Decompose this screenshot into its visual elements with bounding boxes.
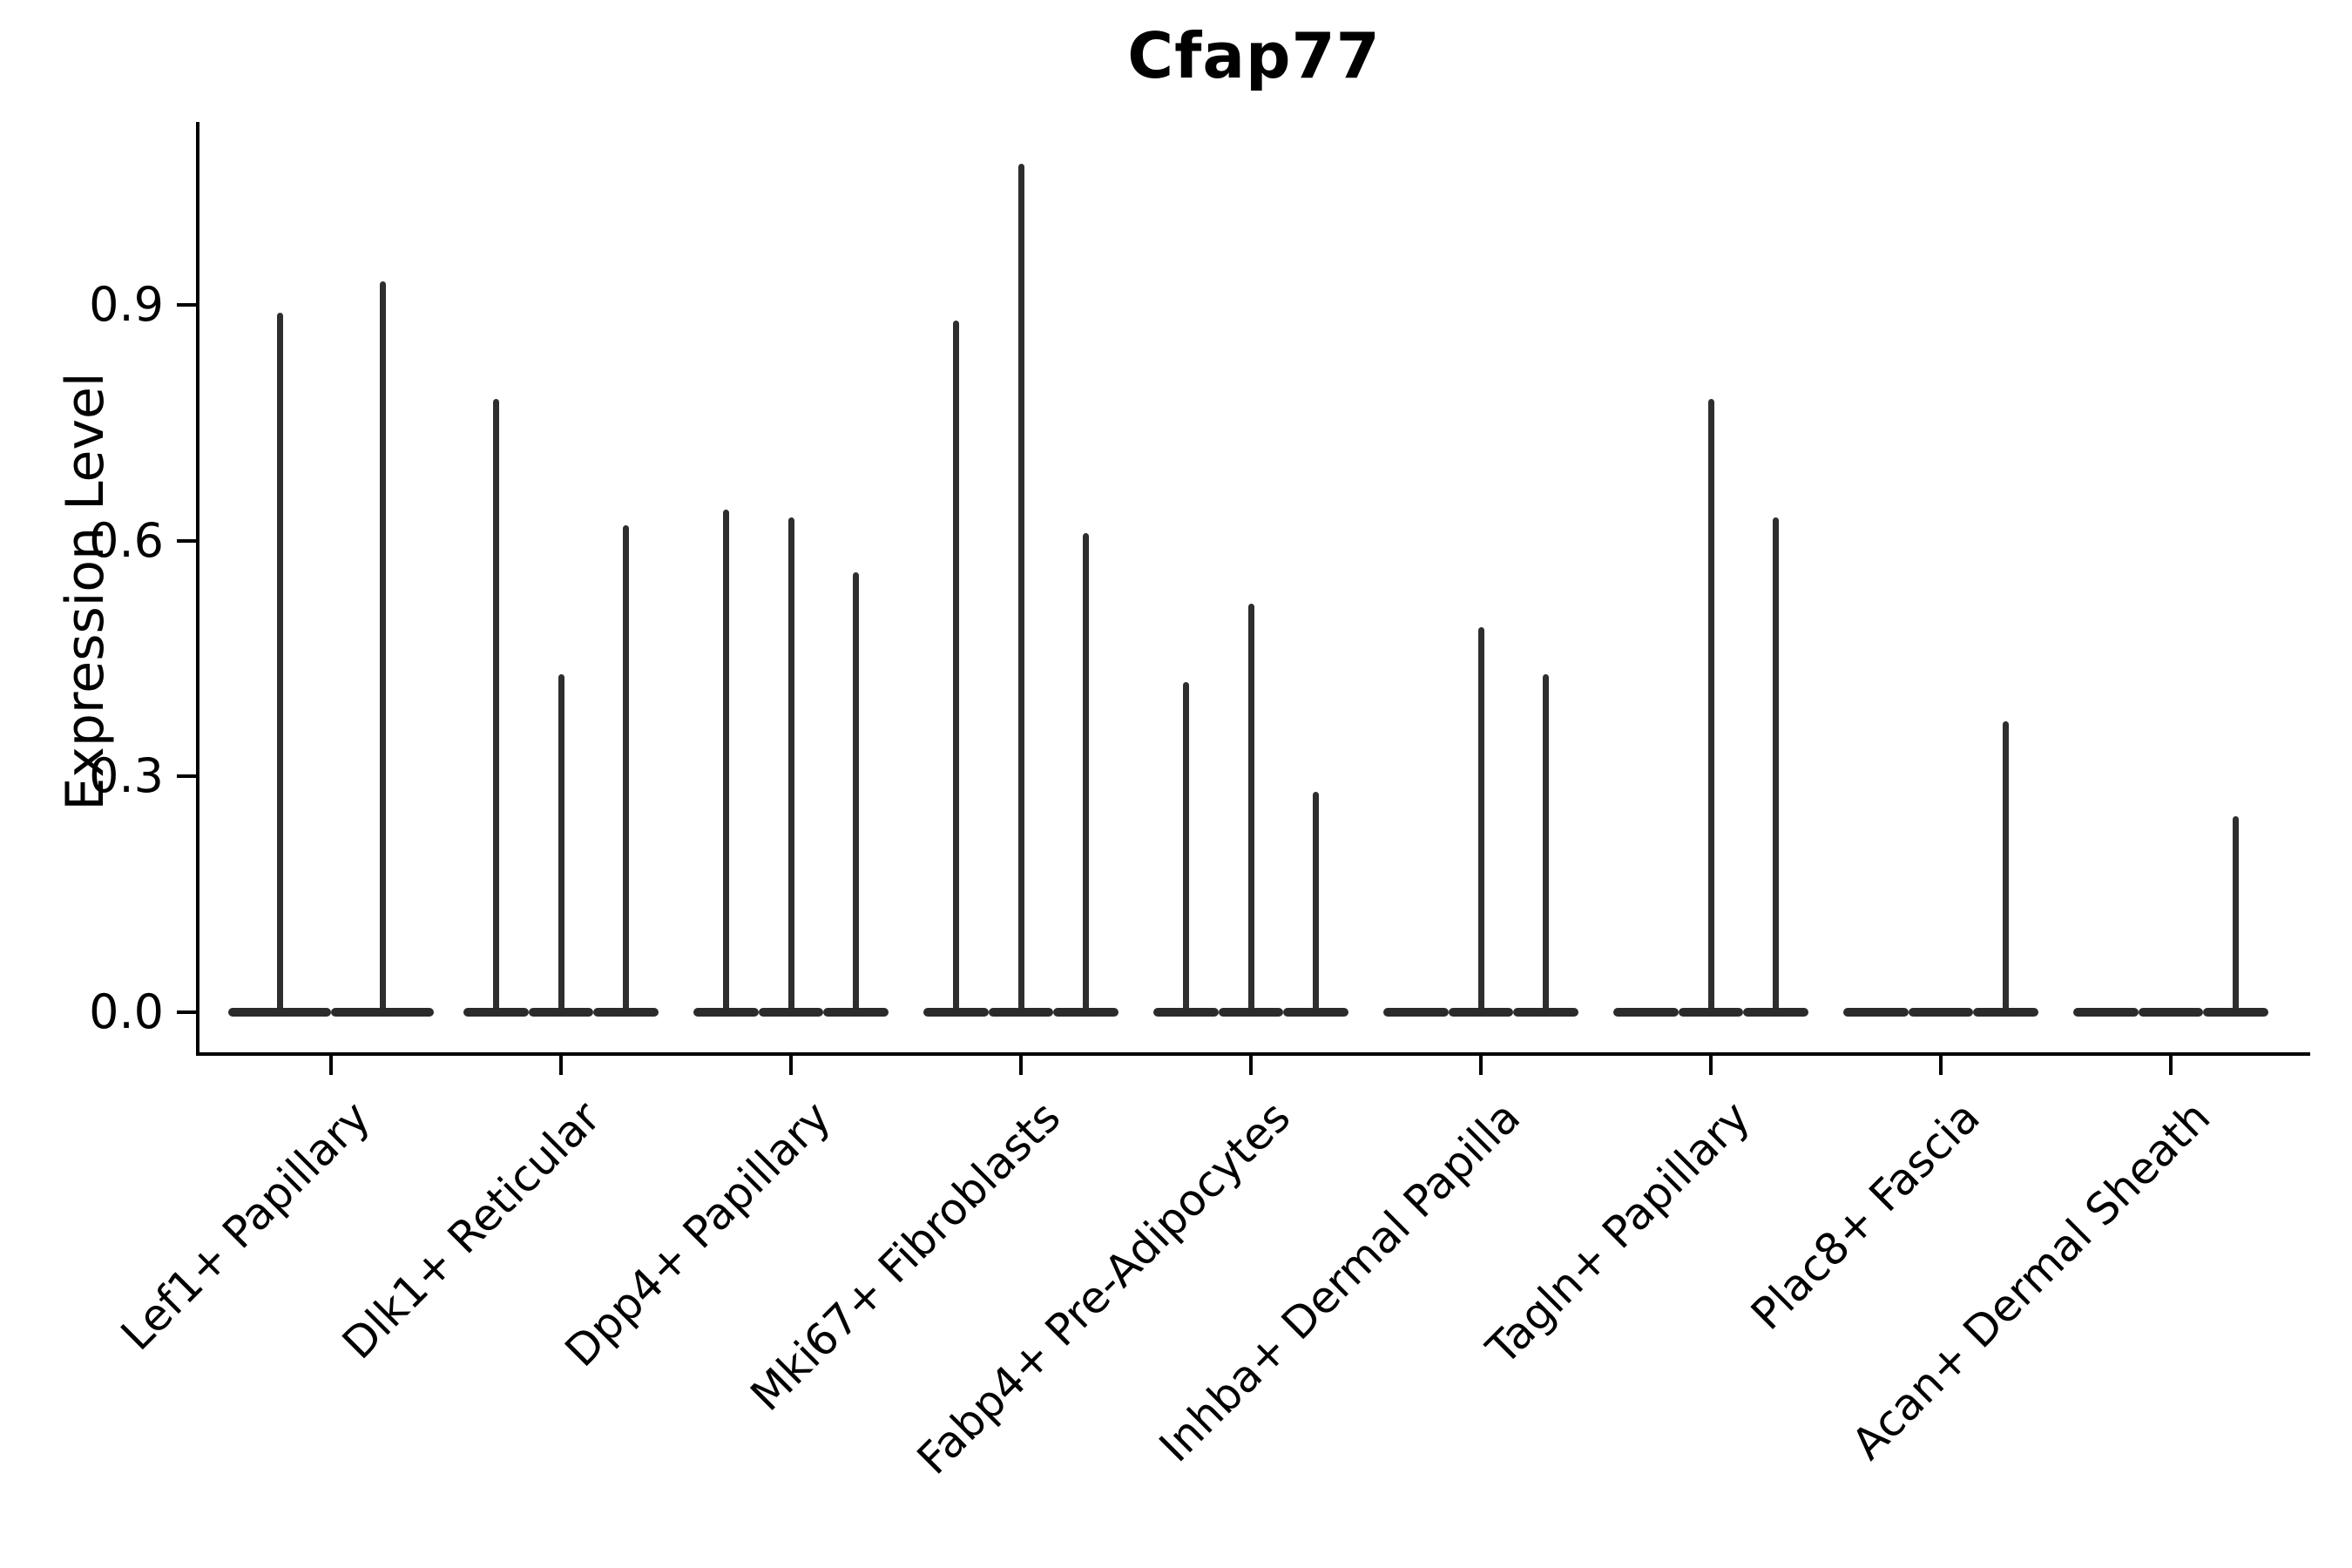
x-tick-mark xyxy=(2169,1056,2173,1075)
violin-body xyxy=(1843,1008,1909,1017)
violin-spike xyxy=(1543,674,1550,1012)
y-tick-label: 0.0 xyxy=(89,984,164,1039)
x-tick-label: Fabp4+ Pre-Adipocytes xyxy=(907,1092,1301,1484)
violin-spike xyxy=(1083,532,1090,1012)
violin-body xyxy=(1908,1008,1974,1017)
violin-body xyxy=(1743,1008,1808,1017)
violin-body xyxy=(2073,1008,2139,1017)
violin-body xyxy=(1973,1008,2038,1017)
violin-body xyxy=(463,1008,529,1017)
y-tick-label: 0.3 xyxy=(89,748,164,804)
violin-spike xyxy=(1477,627,1484,1012)
x-tick-mark xyxy=(1479,1056,1483,1075)
violin-body xyxy=(2138,1008,2204,1017)
violin-body xyxy=(1153,1008,1219,1017)
chart-title: Cfap77 xyxy=(1127,19,1381,92)
violin-spike xyxy=(1017,163,1024,1012)
y-tick-label: 0.6 xyxy=(89,512,164,568)
violin-body xyxy=(528,1008,594,1017)
violin-spike xyxy=(1247,603,1254,1012)
violin-body xyxy=(1283,1008,1348,1017)
violin-body xyxy=(1613,1008,1679,1017)
violin-body xyxy=(923,1008,989,1017)
violin-spike xyxy=(853,571,860,1012)
violin-spike xyxy=(1313,792,1320,1012)
violin-body xyxy=(988,1008,1054,1017)
violin-body xyxy=(693,1008,759,1017)
x-tick-label: Dlk1+ Reticular xyxy=(333,1092,611,1369)
violin-spike xyxy=(2003,721,2010,1012)
violin-body xyxy=(593,1008,659,1017)
violin-spike xyxy=(952,321,959,1012)
x-tick-label: Lef1+ Papillary xyxy=(112,1092,381,1361)
x-tick-mark xyxy=(1019,1056,1023,1075)
violin-spike xyxy=(558,674,564,1012)
violin-spike xyxy=(379,281,386,1012)
left-spine xyxy=(196,122,199,1056)
x-tick-mark xyxy=(1939,1056,1943,1075)
y-tick-mark xyxy=(177,1010,196,1014)
violin-body xyxy=(228,1008,331,1017)
x-tick-label: Plac8+ Fascia xyxy=(1741,1092,1990,1340)
x-tick-mark xyxy=(1709,1056,1713,1075)
x-tick-mark xyxy=(1249,1056,1253,1075)
bottom-spine xyxy=(196,1052,2310,1056)
violin-spike xyxy=(722,509,729,1012)
violin-body xyxy=(1678,1008,1744,1017)
violin-body xyxy=(331,1008,434,1017)
y-tick-label: 0.9 xyxy=(89,277,164,333)
x-tick-mark xyxy=(559,1056,563,1075)
y-tick-mark xyxy=(177,303,196,308)
violin-spike xyxy=(492,399,499,1012)
violin-body xyxy=(1383,1008,1449,1017)
violin-spike xyxy=(1773,517,1780,1012)
x-tick-mark xyxy=(329,1056,333,1075)
y-tick-mark xyxy=(177,774,196,779)
violin-body xyxy=(758,1008,824,1017)
violin-body xyxy=(1513,1008,1578,1017)
violin-spike xyxy=(276,313,283,1012)
violin-spike xyxy=(1182,682,1189,1012)
violin-body xyxy=(1448,1008,1514,1017)
violin-spike xyxy=(2233,815,2240,1012)
x-tick-mark xyxy=(789,1056,793,1075)
violin-body xyxy=(823,1008,889,1017)
violin-body xyxy=(1218,1008,1284,1017)
violin-body xyxy=(1053,1008,1119,1017)
y-tick-mark xyxy=(177,538,196,543)
violin-spike xyxy=(623,524,630,1012)
violin-body xyxy=(2203,1008,2268,1017)
violin-spike xyxy=(1707,399,1714,1012)
violin-spike xyxy=(787,517,794,1012)
